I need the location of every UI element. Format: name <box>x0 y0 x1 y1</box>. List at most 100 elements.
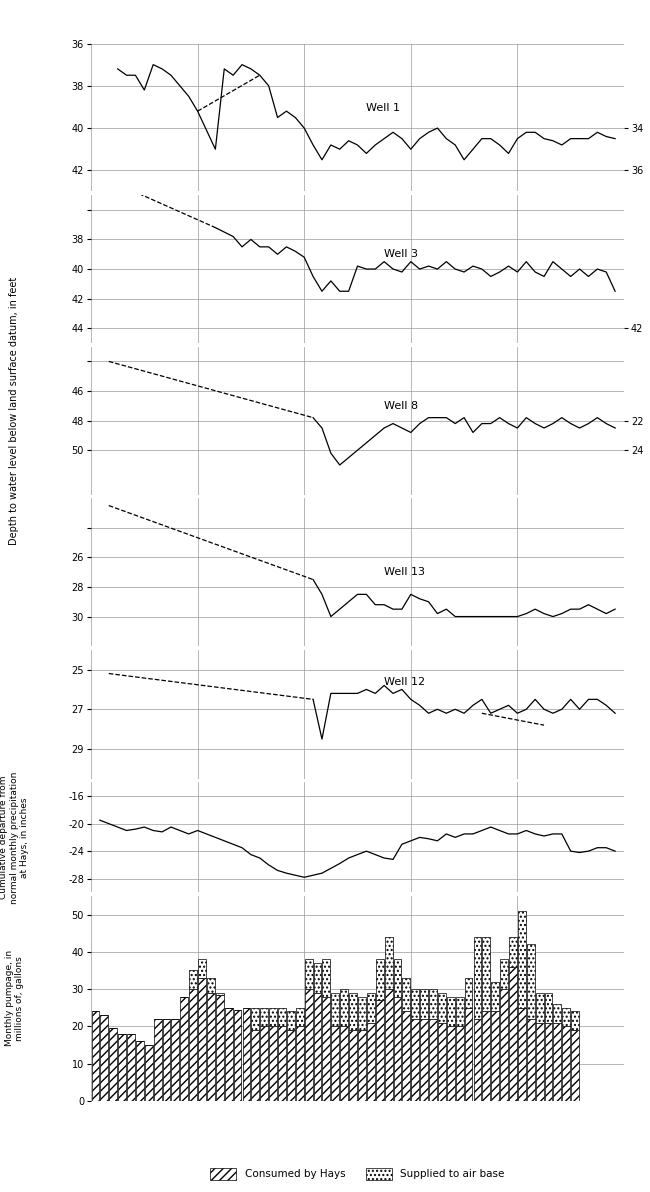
Bar <box>358 997 366 1030</box>
Bar <box>385 989 393 1100</box>
Text: Well 1: Well 1 <box>367 104 400 113</box>
Bar <box>491 1012 499 1100</box>
Bar <box>509 967 517 1100</box>
Bar <box>189 989 197 1100</box>
Bar <box>393 960 402 997</box>
Bar <box>358 1030 366 1100</box>
Bar <box>571 1030 579 1100</box>
Bar <box>322 997 330 1100</box>
Bar <box>252 1030 259 1100</box>
Bar <box>216 994 224 1100</box>
Bar <box>153 1019 162 1100</box>
Bar <box>207 993 215 1100</box>
Bar <box>322 960 330 997</box>
Bar <box>269 1026 277 1100</box>
Legend: Consumed by Hays, Supplied to air base: Consumed by Hays, Supplied to air base <box>206 1163 509 1185</box>
Bar <box>420 1019 428 1100</box>
Text: Cumulative departure from
normal monthly precipitation
at Hays, in inches: Cumulative departure from normal monthly… <box>0 771 29 904</box>
Bar <box>438 993 446 1023</box>
Bar <box>136 1042 144 1100</box>
Bar <box>429 1019 437 1100</box>
Bar <box>429 989 437 1019</box>
Bar <box>553 1023 562 1100</box>
Bar <box>411 989 419 1019</box>
Bar <box>411 1019 419 1100</box>
Bar <box>252 1007 259 1030</box>
Bar <box>216 993 224 994</box>
Bar <box>447 997 455 1026</box>
Bar <box>278 1007 286 1026</box>
Bar <box>207 977 215 993</box>
Bar <box>367 993 375 1023</box>
Bar <box>233 1010 242 1100</box>
Bar <box>296 1026 304 1100</box>
Bar <box>473 1019 482 1100</box>
Bar <box>92 1012 99 1100</box>
Bar <box>376 1000 384 1100</box>
Text: Well 8: Well 8 <box>384 401 419 411</box>
Bar <box>509 937 517 967</box>
Bar <box>456 997 463 1026</box>
Bar <box>518 1007 526 1100</box>
Bar <box>305 989 313 1100</box>
Bar <box>260 1007 268 1026</box>
Bar <box>526 944 535 1019</box>
Bar <box>473 937 482 1019</box>
Bar <box>340 989 348 1026</box>
Bar <box>536 993 543 1023</box>
Bar <box>402 1012 410 1100</box>
Bar <box>420 989 428 1019</box>
Bar <box>491 982 499 1012</box>
Bar <box>127 1033 135 1100</box>
Bar <box>482 1012 490 1100</box>
Bar <box>198 977 206 1100</box>
Bar <box>393 997 402 1100</box>
Bar <box>118 1033 126 1100</box>
Bar <box>162 1019 170 1100</box>
Text: Well 3: Well 3 <box>384 249 418 259</box>
Bar <box>287 1030 295 1100</box>
Text: Depth to water level below land surface datum, in feet: Depth to water level below land surface … <box>9 277 20 545</box>
Bar <box>109 1029 117 1100</box>
Bar <box>180 997 188 1100</box>
Bar <box>456 1026 463 1100</box>
Bar <box>385 937 393 989</box>
Bar <box>287 1012 295 1030</box>
Bar <box>545 993 552 1023</box>
Bar <box>172 1019 179 1100</box>
Bar <box>313 963 322 993</box>
Bar <box>145 1045 153 1100</box>
Bar <box>100 1016 109 1100</box>
Text: Well 12: Well 12 <box>384 677 425 688</box>
Bar <box>562 1007 570 1026</box>
Bar <box>545 1023 552 1100</box>
Bar <box>536 1023 543 1100</box>
Bar <box>340 1026 348 1100</box>
Text: Monthly pumpage, in
millions of, gallons: Monthly pumpage, in millions of, gallons <box>5 950 24 1047</box>
Bar <box>242 1007 250 1100</box>
Bar <box>482 937 490 1012</box>
Bar <box>402 977 410 1012</box>
Bar <box>260 1026 268 1100</box>
Bar <box>376 960 384 1000</box>
Bar <box>305 960 313 989</box>
Bar <box>278 1026 286 1100</box>
Bar <box>500 989 508 1100</box>
Bar <box>189 970 197 989</box>
Bar <box>526 1019 535 1100</box>
Bar <box>269 1007 277 1026</box>
Bar <box>447 1026 455 1100</box>
Bar <box>518 911 526 1007</box>
Bar <box>332 993 339 1026</box>
Bar <box>296 1007 304 1026</box>
Bar <box>198 960 206 977</box>
Bar <box>438 1023 446 1100</box>
Bar <box>349 1030 357 1100</box>
Text: Well 13: Well 13 <box>384 567 425 577</box>
Bar <box>500 960 508 989</box>
Bar <box>225 1007 233 1100</box>
Bar <box>465 1007 473 1100</box>
Bar <box>553 1004 562 1023</box>
Bar <box>562 1026 570 1100</box>
Bar <box>367 1023 375 1100</box>
